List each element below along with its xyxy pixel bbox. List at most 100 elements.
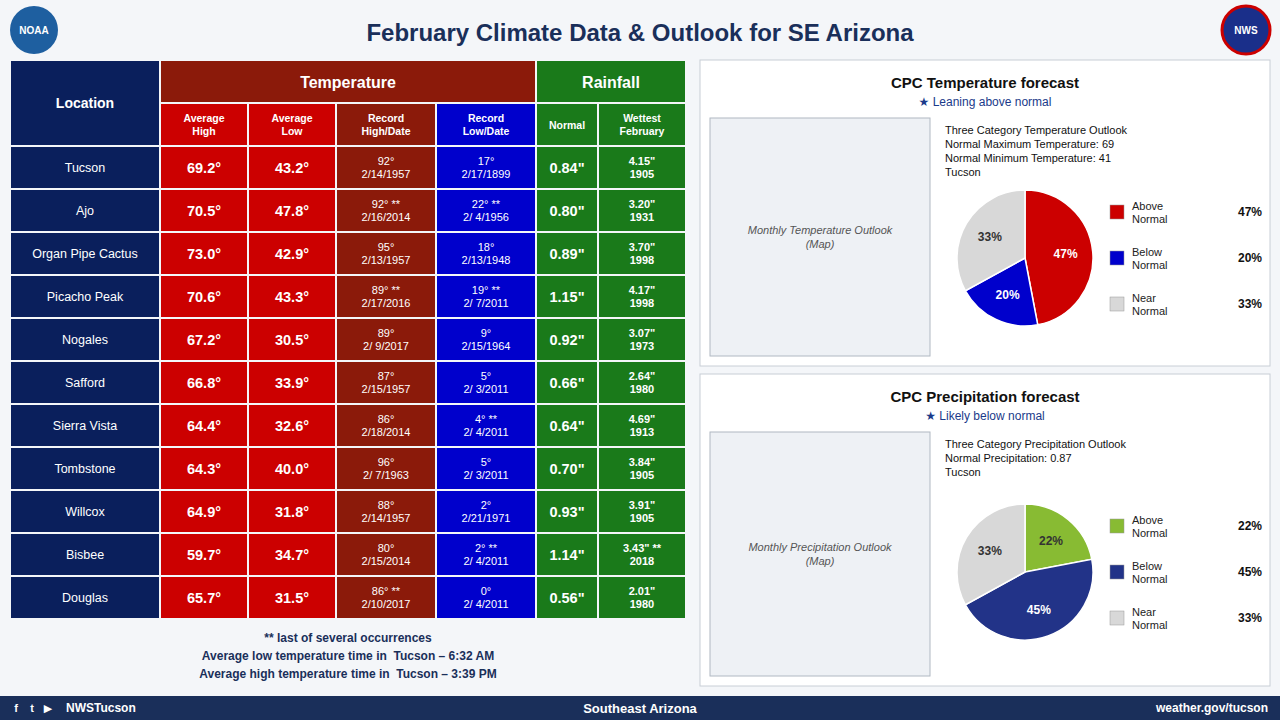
legend: AboveNormal47%BelowNormal20%NearNormal33… bbox=[1110, 200, 1262, 317]
logo-text: NWS bbox=[1234, 25, 1258, 36]
cell-text: 17°2/17/1899 bbox=[462, 155, 511, 180]
legend-value: 33% bbox=[1238, 611, 1262, 625]
column-header-cell bbox=[599, 104, 685, 145]
text-line: Above bbox=[1132, 200, 1163, 212]
data-cell bbox=[161, 362, 247, 403]
data-cell bbox=[161, 448, 247, 489]
data-cell bbox=[537, 362, 597, 403]
data-cell bbox=[437, 491, 535, 532]
data-cell bbox=[249, 491, 335, 532]
data-cell bbox=[249, 190, 335, 231]
data-cell bbox=[337, 362, 435, 403]
data-cell bbox=[161, 577, 247, 618]
data-cell bbox=[537, 233, 597, 274]
text-line: Organ Pipe Cactus bbox=[32, 247, 138, 261]
text-line: Three Category Precipitation Outlook bbox=[945, 438, 1126, 450]
text-line: (Map) bbox=[806, 238, 835, 250]
text-line: 80° bbox=[378, 542, 395, 554]
text-line: 5° bbox=[481, 370, 492, 382]
legend-label: NearNormal bbox=[1132, 292, 1167, 317]
legend-label: NearNormal bbox=[1132, 606, 1167, 631]
text-line: 70.6° bbox=[187, 289, 221, 305]
text-line: 59.7° bbox=[187, 547, 221, 563]
text-line: Average bbox=[183, 112, 224, 124]
text-line: Picacho Peak bbox=[47, 290, 124, 304]
data-label: 33% bbox=[978, 544, 1002, 558]
cell-text: 4° **2/ 4/2011 bbox=[463, 413, 508, 438]
cell-text: 88°2/14/1957 bbox=[362, 499, 411, 524]
text-line: 0.56" bbox=[549, 590, 584, 606]
text-line: 33% bbox=[978, 544, 1002, 558]
data-cell bbox=[599, 362, 685, 403]
text-line: Average low temperature time in Tucson –… bbox=[202, 649, 494, 663]
text-line: Record bbox=[468, 112, 504, 124]
text-line: 2.64" bbox=[629, 370, 656, 382]
text-line: 1913 bbox=[630, 426, 654, 438]
data-cell bbox=[161, 147, 247, 188]
text-line: 31.8° bbox=[275, 504, 309, 520]
cell-text: 22° **2/ 4/1956 bbox=[463, 198, 509, 223]
cell-text: 1.15" bbox=[549, 289, 584, 305]
cell-text: 3.20"1931 bbox=[629, 198, 656, 223]
data-cell bbox=[161, 276, 247, 317]
text-line: 2° ** bbox=[475, 542, 498, 554]
column-header-cell bbox=[161, 104, 247, 145]
data-cell bbox=[437, 276, 535, 317]
footer-note: ** last of several occurrences bbox=[264, 631, 432, 645]
data-cell bbox=[437, 190, 535, 231]
legend-value: 45% bbox=[1238, 565, 1262, 579]
text-line: Average bbox=[271, 112, 312, 124]
column-header-cell bbox=[249, 104, 335, 145]
text-line: 66.8° bbox=[187, 375, 221, 391]
cell-text: 3.43" **2018 bbox=[623, 542, 662, 567]
cell-text: 0.80" bbox=[549, 203, 584, 219]
text-line: 22% bbox=[1039, 534, 1063, 548]
text-line: 3.43" ** bbox=[623, 542, 662, 554]
legend-label: AboveNormal bbox=[1132, 514, 1167, 539]
text-line: 3.07" bbox=[629, 327, 656, 339]
text-line: NWSTucson bbox=[66, 701, 136, 715]
text-line: 47% bbox=[1054, 247, 1078, 261]
data-cell bbox=[599, 534, 685, 575]
cell-text: 30.5° bbox=[275, 332, 309, 348]
panel-subtitle: ★ Leaning above normal bbox=[919, 95, 1052, 109]
text-line: Three Category Temperature Outlook bbox=[945, 124, 1127, 136]
text-line: NWS bbox=[1234, 25, 1258, 36]
outlook-panel: CPC Precipitation forecast★ Likely below… bbox=[700, 374, 1270, 686]
data-cell bbox=[161, 319, 247, 360]
data-cell bbox=[599, 491, 685, 532]
text-line: 70.5° bbox=[187, 203, 221, 219]
legend-swatch bbox=[1110, 297, 1124, 311]
text-line: Safford bbox=[65, 376, 105, 390]
location-label: Tombstone bbox=[54, 462, 115, 476]
data-cell bbox=[437, 577, 535, 618]
text-line: NOAA bbox=[19, 25, 48, 36]
text-line: Nogales bbox=[62, 333, 108, 347]
cell-text: 2.64"1980 bbox=[629, 370, 656, 395]
text-line: February Climate Data & Outlook for SE A… bbox=[366, 19, 914, 46]
text-line: 86° ** bbox=[372, 585, 401, 597]
text-line: Normal bbox=[1132, 213, 1167, 225]
text-line: 40.0° bbox=[275, 461, 309, 477]
cell-text: 3.70"1998 bbox=[629, 241, 656, 266]
data-cell bbox=[437, 147, 535, 188]
text-line: 17° bbox=[478, 155, 495, 167]
data-cell bbox=[599, 276, 685, 317]
text-line: 20% bbox=[1238, 251, 1262, 265]
cell-text: 1.14" bbox=[549, 547, 584, 563]
text-line: 30.5° bbox=[275, 332, 309, 348]
cell-text: 31.8° bbox=[275, 504, 309, 520]
data-cell bbox=[337, 491, 435, 532]
data-cell bbox=[537, 276, 597, 317]
text-line: 2/13/1957 bbox=[362, 254, 411, 266]
text-line: 64.9° bbox=[187, 504, 221, 520]
text-line: Sierra Vista bbox=[53, 419, 117, 433]
text-line: Southeast Arizona bbox=[583, 701, 697, 716]
outlook-panel: CPC Temperature forecast★ Leaning above … bbox=[700, 60, 1270, 366]
footer-note: Average high temperature time in Tucson … bbox=[199, 667, 496, 681]
text-line: Willcox bbox=[65, 505, 105, 519]
location-cell bbox=[11, 319, 159, 360]
data-cell bbox=[537, 147, 597, 188]
cell-text: 0.89" bbox=[549, 246, 584, 262]
text-line: Normal bbox=[1132, 619, 1167, 631]
